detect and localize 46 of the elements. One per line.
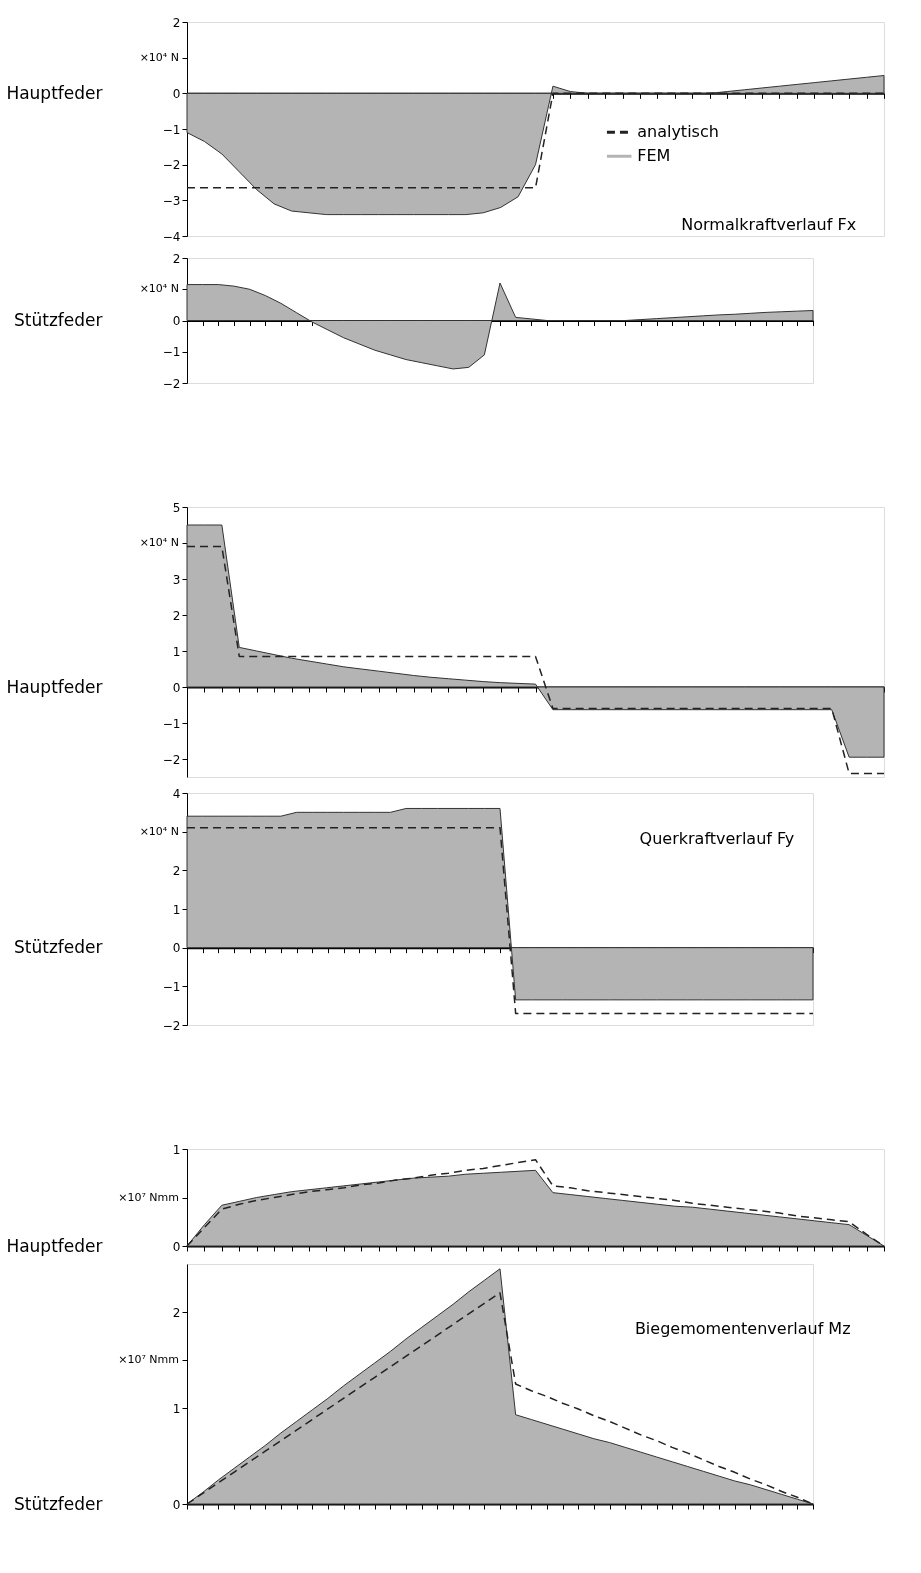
y-tick-label: 0	[172, 941, 181, 956]
y-axis-title: Stützfeder	[13, 1493, 103, 1514]
y-tick-label: −2	[162, 158, 181, 173]
text: ×10⁴ N	[139, 824, 179, 838]
y-tick-label: −2	[162, 376, 181, 391]
y-tick-label: 0	[172, 86, 181, 101]
y-tick-label: 0	[172, 314, 181, 328]
annotation: Querkraftverlauf Fy	[639, 829, 795, 849]
text: ×10⁷ Nmm	[118, 1353, 179, 1366]
text: ×10⁴ N	[139, 536, 179, 549]
y-tick-label: 0	[172, 680, 181, 695]
y-tick-label: −1	[162, 345, 181, 360]
y-tick-label: −1	[162, 979, 181, 994]
y-tick-label: 3	[172, 572, 181, 587]
y-tick-label: −4	[162, 229, 181, 244]
y-tick-label: 4	[172, 786, 181, 801]
text: ×10⁴ N	[139, 282, 179, 296]
y-tick-label: 2	[172, 1305, 181, 1320]
y-axis-title: Hauptfeder	[6, 676, 103, 697]
y-tick-label: 0	[172, 1497, 181, 1512]
y-tick-label: −3	[162, 193, 181, 208]
annotation: Normalkraftverlauf Fx	[681, 215, 857, 235]
y-axis-title: Hauptfeder	[6, 82, 103, 103]
y-axis-title: Stützfeder	[13, 310, 103, 330]
y-tick-label: 1	[172, 902, 181, 917]
legend-label: analytisch	[637, 122, 719, 142]
y-tick-label: −2	[162, 1018, 181, 1033]
y-tick-label: −1	[162, 122, 181, 137]
line-series	[186, 545, 885, 775]
legend-label: FEM	[637, 146, 671, 166]
y-tick-label: −2	[162, 752, 181, 767]
text: ×10⁷ Nmm	[118, 1190, 179, 1204]
y-tick-label: −1	[162, 716, 181, 731]
y-tick-label: 2	[172, 251, 181, 266]
y-axis-title: Stützfeder	[13, 937, 103, 958]
y-tick-label: 1	[172, 644, 181, 659]
y-tick-label: 2	[172, 863, 181, 878]
y-tick-label: 2	[172, 15, 181, 30]
annotation: Biegemomentenverlauf Mz	[634, 1318, 851, 1338]
text: ×10⁴ N	[139, 50, 179, 64]
y-tick-label: 1	[172, 1142, 181, 1157]
y-tick-label: 0	[172, 1239, 181, 1254]
y-axis-title: Hauptfeder	[6, 1235, 103, 1256]
y-tick-label: 5	[172, 500, 181, 515]
y-tick-label: 2	[172, 608, 181, 623]
y-tick-label: 1	[172, 1401, 181, 1416]
